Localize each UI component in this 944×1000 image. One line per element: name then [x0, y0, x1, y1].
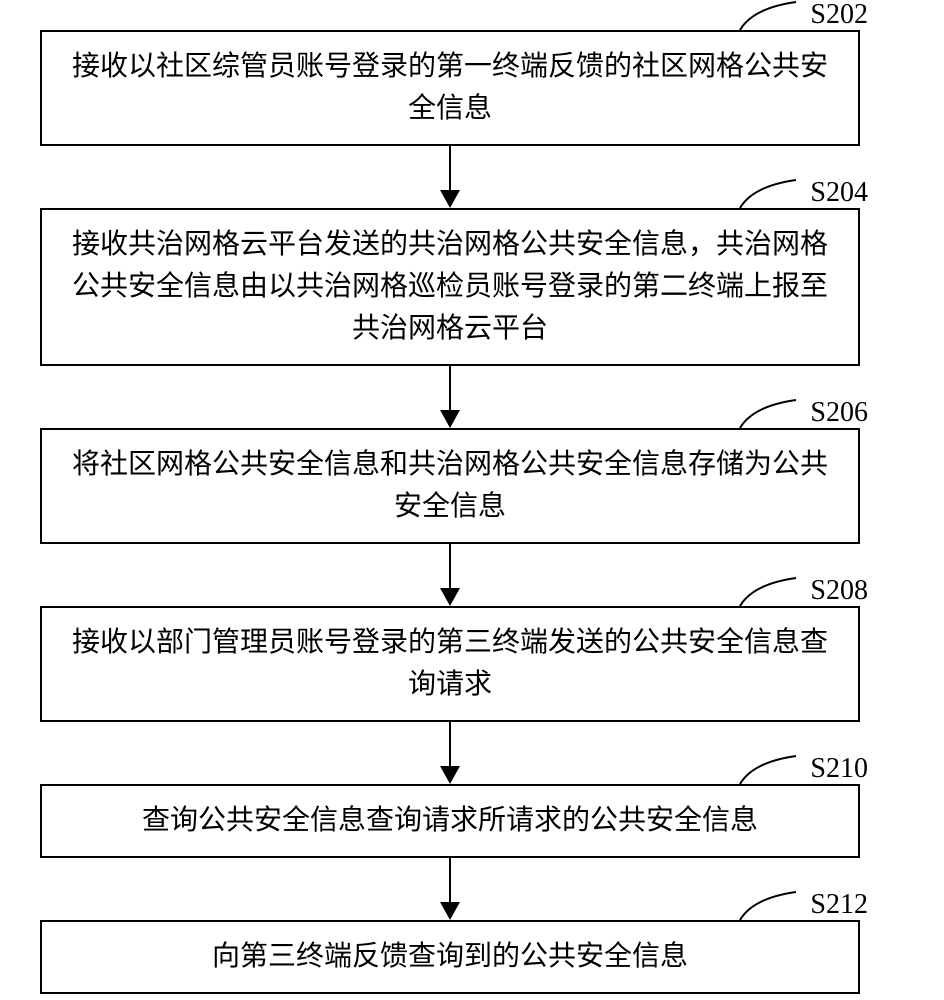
step-label: S202: [810, 0, 868, 36]
label-connector: [738, 574, 798, 608]
flow-arrow: [40, 858, 860, 920]
flow-step: S202 接收以社区综管员账号登录的第一终端反馈的社区网格公共安全信息: [40, 30, 860, 146]
step-text: 向第三终端反馈查询到的公共安全信息: [212, 936, 688, 978]
label-connector: [738, 888, 798, 922]
label-connector: [738, 0, 798, 32]
step-text: 接收以社区综管员账号登录的第一终端反馈的社区网格公共安全信息: [62, 46, 838, 130]
step-text: 接收共治网格云平台发送的共治网格公共安全信息，共治网格公共安全信息由以共治网格巡…: [62, 224, 838, 350]
flow-step: S204 接收共治网格云平台发送的共治网格公共安全信息，共治网格公共安全信息由以…: [40, 208, 860, 366]
step-label: S208: [810, 570, 868, 612]
step-label: S210: [810, 748, 868, 790]
flow-arrow: [40, 722, 860, 784]
step-label: S212: [810, 884, 868, 926]
step-text: 接收以部门管理员账号登录的第三终端发送的公共安全信息查询请求: [62, 622, 838, 706]
step-label: S204: [810, 172, 868, 214]
flow-step: S210 查询公共安全信息查询请求所请求的公共安全信息: [40, 784, 860, 858]
flowchart-container: S202 接收以社区综管员账号登录的第一终端反馈的社区网格公共安全信息 S204…: [40, 30, 904, 994]
step-label: S206: [810, 392, 868, 434]
label-connector: [738, 176, 798, 210]
flow-arrow: [40, 544, 860, 606]
flow-arrow: [40, 366, 860, 428]
step-text: 查询公共安全信息查询请求所请求的公共安全信息: [142, 800, 758, 842]
flow-step: S208 接收以部门管理员账号登录的第三终端发送的公共安全信息查询请求: [40, 606, 860, 722]
flow-arrow: [40, 146, 860, 208]
step-text: 将社区网格公共安全信息和共治网格公共安全信息存储为公共安全信息: [62, 444, 838, 528]
label-connector: [738, 396, 798, 430]
flow-step: S206 将社区网格公共安全信息和共治网格公共安全信息存储为公共安全信息: [40, 428, 860, 544]
flow-step: S212 向第三终端反馈查询到的公共安全信息: [40, 920, 860, 994]
label-connector: [738, 752, 798, 786]
